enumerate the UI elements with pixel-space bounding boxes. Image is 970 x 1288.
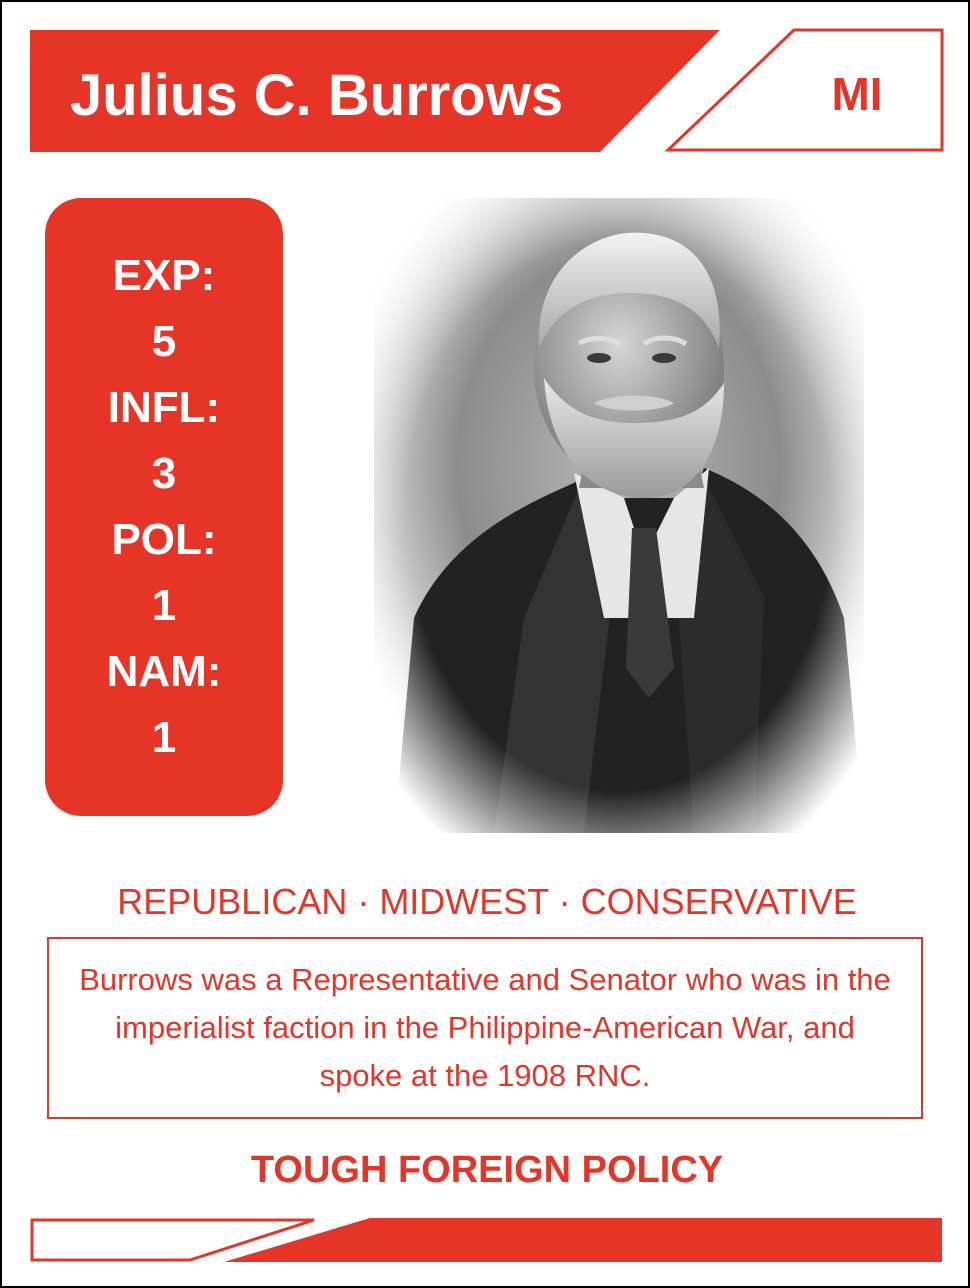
traits-line: REPUBLICAN · MIDWEST · CONSERVATIVE [2, 876, 970, 928]
stat-pol-value: 1 [152, 573, 176, 639]
stat-nam-label: NAM: [107, 639, 222, 705]
policy-label: TOUGH FOREIGN POLICY [2, 1140, 970, 1200]
stat-nam-value: 1 [152, 705, 176, 771]
stat-infl-label: INFL: [108, 375, 220, 441]
stat-infl-value: 3 [152, 441, 176, 507]
bio-text: Burrows was a Representative and Senator… [73, 956, 897, 1100]
footer-banner [2, 1202, 970, 1272]
politician-name: Julius C. Burrows [70, 60, 563, 132]
state-code: MI [762, 62, 952, 126]
stats-panel: EXP: 5 INFL: 3 POL: 1 NAM: 1 [45, 198, 283, 816]
portrait-icon [374, 198, 864, 833]
stat-pol-label: POL: [111, 507, 216, 573]
footer-right-shape [224, 1218, 942, 1262]
stat-exp-label: EXP: [113, 243, 216, 309]
stat-exp-value: 5 [152, 309, 176, 375]
bio-box: Burrows was a Representative and Senator… [47, 937, 923, 1119]
